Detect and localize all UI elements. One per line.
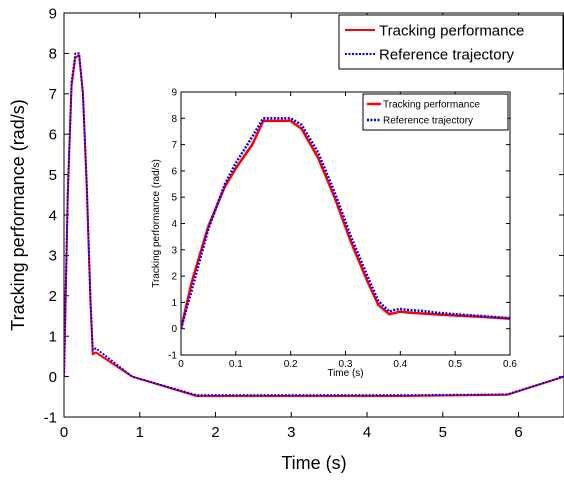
inset-ytick-label: 8: [171, 114, 177, 125]
inset-ytick-label: 1: [171, 298, 177, 309]
inset-ytick-label: 0: [171, 324, 177, 335]
main-xtick-label: 2: [211, 424, 219, 441]
main-y-axis-label: Tracking performance (rad/s): [8, 99, 28, 330]
inset-xtick-label: 0.2: [284, 359, 298, 370]
main-series-line-reference: [64, 52, 564, 397]
inset-ytick-label: 6: [171, 166, 177, 177]
main-ytick-label: 5: [49, 167, 57, 184]
main-xtick-label: 5: [439, 424, 447, 441]
main-xtick-label: 4: [363, 424, 371, 441]
inset-xtick-label: 0: [178, 359, 184, 370]
main-ytick-label: 8: [49, 46, 57, 63]
main-ytick-label: 7: [49, 86, 57, 103]
main-ytick-label: 3: [49, 248, 57, 265]
main-legend-label-reference: Reference trajectory: [379, 46, 515, 63]
main-xtick-label: 6: [514, 424, 522, 441]
inset-legend-label-reference: Reference trajectory: [383, 116, 473, 127]
main-legend-box: [338, 14, 564, 70]
inset-ytick-label: 7: [171, 140, 177, 151]
main-x-axis-label: Time (s): [281, 453, 346, 473]
main-xtick-label: 1: [136, 424, 144, 441]
main-ytick-label: 0: [49, 369, 57, 386]
main-ytick-label: 9: [49, 5, 57, 22]
main-legend-label-tracking: Tracking performance: [379, 22, 524, 39]
inset-series-line-reference: [181, 117, 510, 330]
inset-xtick-label: 0.5: [448, 359, 462, 370]
main-ytick-label: 1: [49, 328, 57, 345]
inset-xtick-label: 0.6: [503, 359, 517, 370]
inset-ytick-label: 4: [171, 219, 177, 230]
main-ytick-label: 6: [49, 126, 57, 143]
inset-ytick-label: -1: [168, 351, 177, 362]
inset-series-line-tracking: [181, 119, 510, 329]
inset-ytick-label: 2: [171, 272, 177, 283]
main-xtick-label: 0: [60, 424, 68, 441]
inset-xtick-label: 0.3: [339, 359, 353, 370]
inset-xtick-label: 0.4: [393, 359, 407, 370]
inset-legend-box: [362, 93, 509, 131]
inset-ytick-label: 9: [171, 88, 177, 99]
main-ytick-label: -1: [44, 409, 57, 426]
inset-xtick-label: 0.1: [229, 359, 243, 370]
inset-ytick-label: 5: [171, 193, 177, 204]
inset-legend-label-tracking: Tracking performance: [383, 100, 480, 111]
main-ytick-label: 2: [49, 288, 57, 305]
inset-ytick-label: 3: [171, 245, 177, 256]
inset-y-axis-label: Tracking performance (rad/s): [151, 159, 162, 288]
inset-x-axis-label: Time (s): [327, 368, 363, 379]
main-xtick-label: 3: [287, 424, 295, 441]
main-ytick-label: 4: [49, 207, 57, 224]
